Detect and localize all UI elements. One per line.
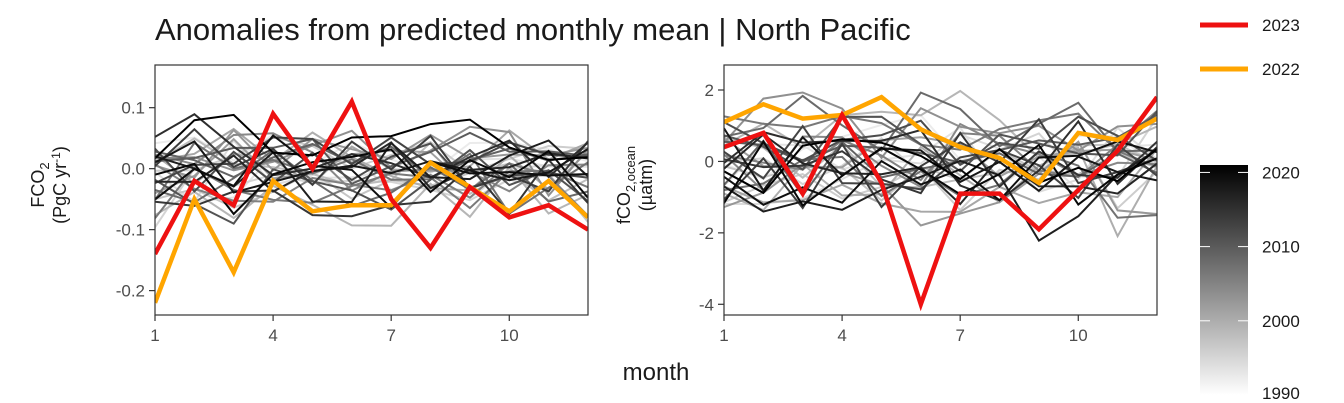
fco2-series-line-1998 bbox=[724, 145, 1157, 239]
flux-x-tick-label: 4 bbox=[268, 326, 277, 345]
fco2-y-tick-label: 0 bbox=[705, 152, 714, 171]
flux-series-line-2011 bbox=[155, 142, 588, 193]
fco2-series-line-2016 bbox=[724, 133, 1157, 206]
legend-label-2022: 2022 bbox=[1262, 60, 1300, 79]
flux-series-line-2021 bbox=[155, 113, 588, 161]
flux-x-tick-label: 10 bbox=[500, 326, 519, 345]
fco2-series-line-2014 bbox=[724, 131, 1157, 195]
chart-title: Anomalies from predicted monthly mean | … bbox=[155, 12, 911, 47]
flux-series-line-2005 bbox=[155, 166, 588, 219]
fco2-x-tick-label: 1 bbox=[719, 326, 728, 345]
flux-series-line-2022 bbox=[155, 159, 588, 304]
x-axis-label: month bbox=[623, 359, 690, 386]
fco2-series-line-2006 bbox=[724, 150, 1157, 219]
colorbar-tick-label: 1990 bbox=[1262, 384, 1300, 403]
flux-series-line-2015 bbox=[155, 112, 588, 179]
fco2-panel-border bbox=[723, 64, 1158, 316]
flux-y-tick-label: -0.1 bbox=[116, 221, 145, 240]
flux-x-tick-label: 7 bbox=[386, 326, 395, 345]
fco2-x-tick-label: 10 bbox=[1069, 326, 1088, 345]
fco2-x-tick-label: 4 bbox=[837, 326, 846, 345]
panel-fco2-flux: 1 4 7 10 0.1 0.0 -0.1 -0.2 FCO2(PgC yr-1) bbox=[28, 64, 589, 345]
fco2-series-line-2007 bbox=[724, 91, 1157, 153]
flux-y-axis-label: FCO2(PgC yr-1) bbox=[28, 146, 70, 224]
fco2-series-line-2012 bbox=[724, 124, 1157, 200]
fco2-background-series bbox=[724, 89, 1157, 242]
fco2-y-label-unit: (µatm) bbox=[636, 159, 656, 211]
flux-highlight-series bbox=[155, 96, 588, 304]
flux-y-tick-label: 0.0 bbox=[121, 160, 145, 179]
colorbar-tick-label: 2000 bbox=[1262, 312, 1300, 331]
colorbar-tick-label: 2010 bbox=[1262, 238, 1300, 257]
fco2-series-line-2019 bbox=[724, 140, 1157, 206]
colorbar-tick-label: 2020 bbox=[1262, 163, 1300, 182]
fco2-y-tick-label: -4 bbox=[699, 295, 714, 314]
flux-y-tick-label: -0.2 bbox=[116, 282, 145, 301]
fco2-x-tick-label: 7 bbox=[955, 326, 964, 345]
fco2-y-tick-label: 2 bbox=[705, 81, 714, 100]
flux-y-tick-label: 0.1 bbox=[121, 99, 145, 118]
fco2-axis-ticks: 1 4 7 10 2 0 -2 -4 bbox=[699, 81, 1088, 345]
flux-series-line-2003 bbox=[155, 132, 588, 193]
legend-year-lines: 2023 2022 bbox=[1200, 16, 1300, 79]
flux-series-line-2009 bbox=[155, 131, 588, 186]
fco2-y-axis-label: fCO2,ocean(µatm) bbox=[614, 146, 656, 224]
flux-background-series bbox=[155, 112, 588, 228]
panel-fco2-ocean: 1 4 7 10 2 0 -2 -4 fCO2,ocean(µatm) bbox=[614, 64, 1158, 345]
legend-label-2023: 2023 bbox=[1262, 16, 1300, 35]
legend: 2023 2022 2020 2010 2000 1990 bbox=[1200, 16, 1300, 403]
fco2-series-line-2023 bbox=[724, 95, 1157, 312]
fco2-series-line-2002 bbox=[724, 91, 1157, 160]
flux-panel-border bbox=[154, 64, 589, 316]
fco2-series-line-2020 bbox=[724, 139, 1157, 207]
fco2-y-label-main: fCO2,ocean bbox=[614, 146, 638, 224]
year-colorbar bbox=[1200, 165, 1248, 395]
flux-x-tick-label: 1 bbox=[150, 326, 159, 345]
fco2-series-line-2021 bbox=[724, 138, 1157, 195]
fco2-y-tick-label: -2 bbox=[699, 224, 714, 243]
fco2-series-line-2018 bbox=[724, 127, 1157, 193]
flux-series-line-2010 bbox=[155, 148, 588, 225]
fco2-series-line-2017 bbox=[724, 148, 1157, 242]
flux-series-line-2023 bbox=[155, 96, 588, 256]
flux-axis-ticks: 1 4 7 10 0.1 0.0 -0.1 -0.2 bbox=[116, 99, 519, 345]
flux-y-label-main: FCO2 bbox=[28, 162, 52, 207]
fco2-highlight-series bbox=[724, 94, 1157, 312]
colorbar-ticks: 2020 2010 2000 1990 bbox=[1200, 163, 1300, 403]
fco2-series-line-2022 bbox=[724, 94, 1157, 186]
flux-y-label-unit: (PgC yr-1) bbox=[49, 146, 70, 224]
